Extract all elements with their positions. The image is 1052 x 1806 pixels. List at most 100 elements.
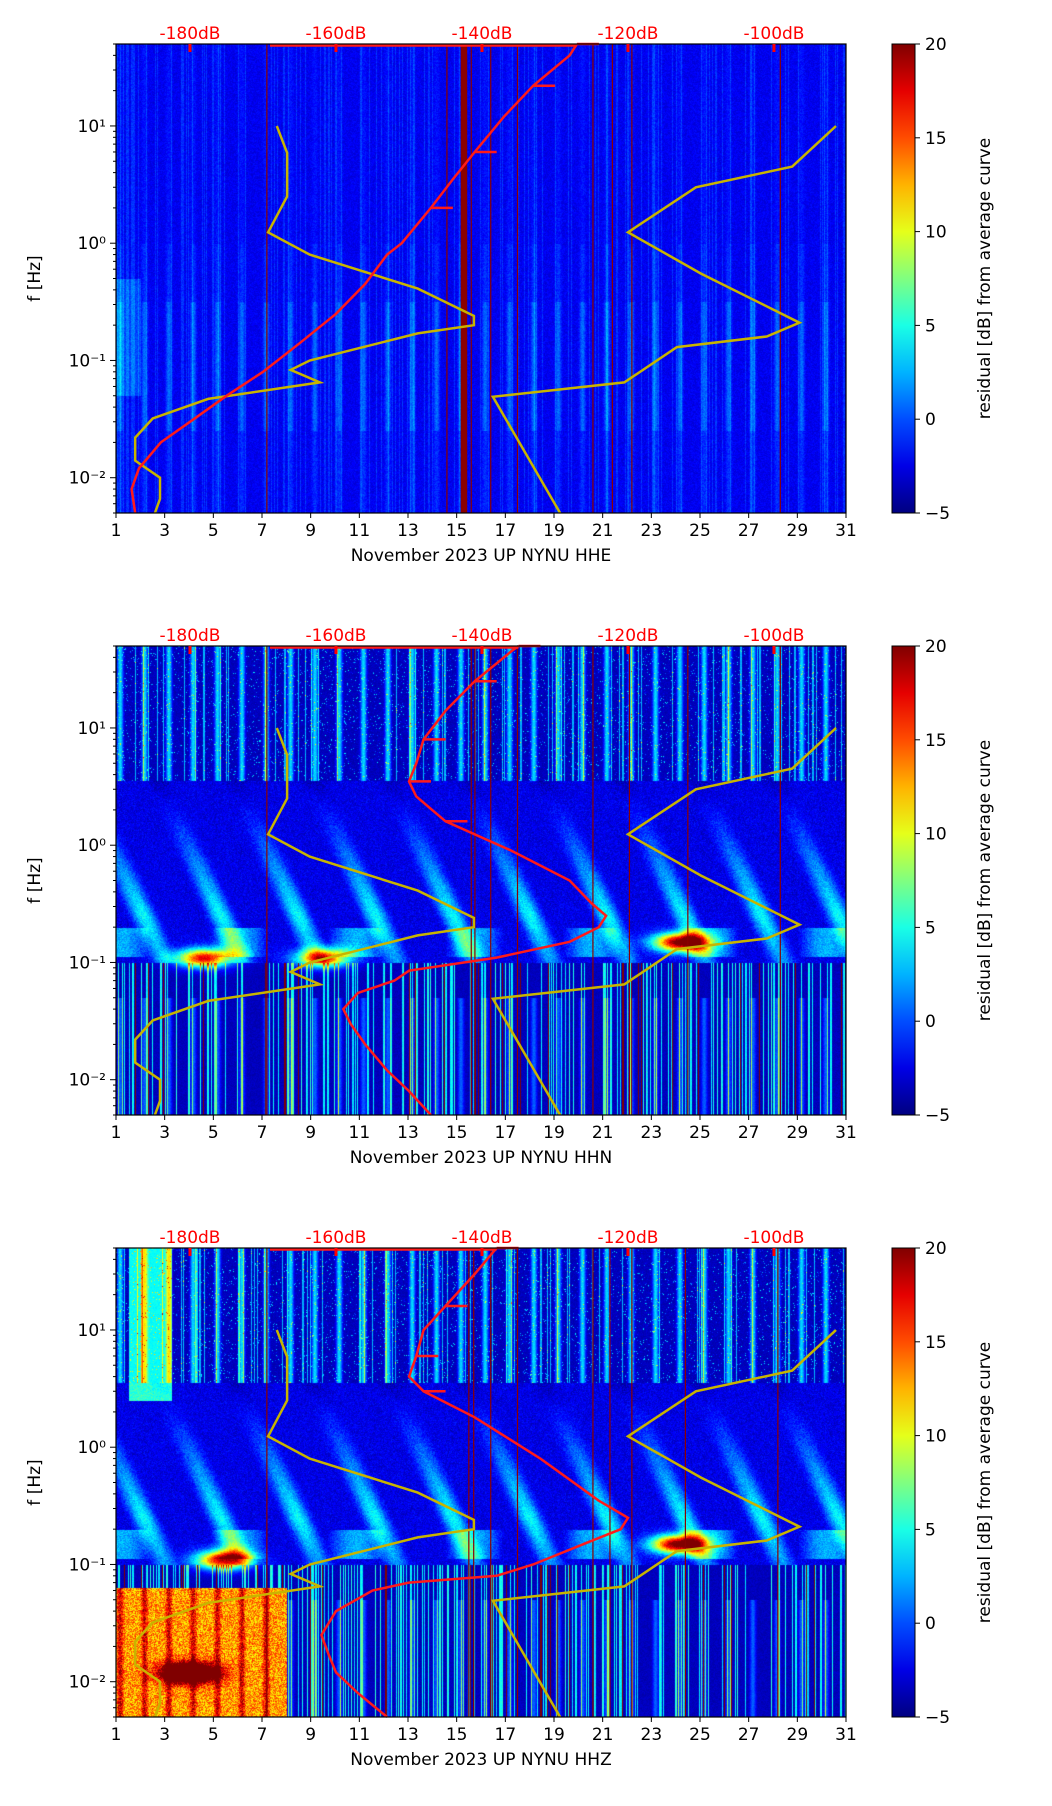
- x-axis-label: November 2023 UP NYNU HHZ: [350, 1750, 611, 1770]
- x-tick-label: 21: [592, 1725, 614, 1745]
- x-tick-label: 9: [305, 1123, 316, 1143]
- db-tick-label: -160dB: [305, 1228, 366, 1248]
- reference-curve-low: [133, 1329, 476, 1718]
- db-tick-label: -120dB: [597, 24, 658, 44]
- x-tick-label: 23: [641, 521, 663, 541]
- x-tick-label: 21: [592, 1123, 614, 1143]
- x-tick-label: 13: [397, 1725, 419, 1745]
- x-tick-label: 13: [397, 521, 419, 541]
- x-tick-label: 3: [159, 521, 170, 541]
- reference-curve-high: [490, 727, 837, 1116]
- x-axis-label: November 2023 UP NYNU HHE: [351, 546, 612, 566]
- x-tick-label: 17: [495, 1725, 517, 1745]
- y-axis-label: f [Hz]: [25, 857, 45, 903]
- x-tick-label: 13: [397, 1123, 419, 1143]
- reference-curve-high: [490, 125, 837, 514]
- x-tick-label: 29: [787, 1725, 809, 1745]
- x-tick-label: 31: [835, 521, 857, 541]
- y-tick-label: 10⁻¹: [69, 953, 106, 973]
- x-tick-label: 29: [787, 521, 809, 541]
- y-tick-label: 10¹: [78, 719, 106, 739]
- colorbar-tick-label: 20: [925, 35, 947, 55]
- x-tick-label: 5: [208, 1123, 219, 1143]
- db-tick-label: -100dB: [743, 24, 804, 44]
- y-tick-label: 10⁰: [78, 234, 107, 254]
- colorbar-tick-label: 5: [925, 1520, 936, 1540]
- db-tick-label: -160dB: [305, 24, 366, 44]
- x-tick-label: 25: [689, 1123, 711, 1143]
- colorbar-label: residual [dB] from average curve: [975, 740, 995, 1021]
- x-tick-label: 15: [446, 1725, 468, 1745]
- x-tick-label: 15: [446, 521, 468, 541]
- colorbar-tick-label: 15: [925, 731, 947, 751]
- reference-curve-low: [133, 125, 476, 514]
- reference-curve-low: [133, 727, 476, 1116]
- x-tick-label: 29: [787, 1123, 809, 1143]
- x-tick-label: 27: [738, 521, 760, 541]
- colorbar-tick-label: 20: [925, 1239, 947, 1259]
- colorbar-tick-label: 20: [925, 637, 947, 657]
- x-tick-label: 5: [208, 521, 219, 541]
- x-tick-label: 9: [305, 1725, 316, 1745]
- x-tick-label: 1: [111, 521, 122, 541]
- db-tick-label: -140dB: [451, 626, 512, 646]
- y-tick-label: 10¹: [78, 117, 106, 137]
- x-tick-label: 9: [305, 521, 316, 541]
- x-tick-label: 27: [738, 1123, 760, 1143]
- colorbar-label: residual [dB] from average curve: [975, 138, 995, 419]
- y-tick-label: 10¹: [78, 1321, 106, 1341]
- y-tick-label: 10⁻¹: [69, 351, 106, 371]
- reference-curve-high: [490, 1329, 837, 1718]
- x-tick-label: 25: [689, 1725, 711, 1745]
- db-tick-label: -180dB: [159, 626, 220, 646]
- colorbar-tick-label: 10: [925, 1427, 947, 1447]
- y-tick-label: 10⁻²: [69, 1071, 106, 1091]
- colorbar-tick-label: −5: [925, 1106, 950, 1126]
- x-tick-label: 3: [159, 1123, 170, 1143]
- db-tick-label: -100dB: [743, 626, 804, 646]
- db-tick-label: -180dB: [159, 1228, 220, 1248]
- x-tick-label: 19: [543, 1725, 565, 1745]
- colorbar: [891, 645, 916, 1116]
- x-tick-label: 11: [349, 521, 371, 541]
- colorbar-label: residual [dB] from average curve: [975, 1342, 995, 1623]
- spectrogram-image-1: [116, 44, 846, 513]
- y-tick-label: 10⁻¹: [69, 1555, 106, 1575]
- x-axis-label: November 2023 UP NYNU HHN: [350, 1148, 613, 1168]
- x-tick-label: 7: [257, 1123, 268, 1143]
- x-tick-label: 1: [111, 1123, 122, 1143]
- x-tick-label: 23: [641, 1123, 663, 1143]
- colorbar-tick-label: 0: [925, 410, 936, 430]
- x-tick-label: 19: [543, 1123, 565, 1143]
- x-tick-label: 31: [835, 1725, 857, 1745]
- plot-frame: [115, 645, 847, 1116]
- db-tick-label: -100dB: [743, 1228, 804, 1248]
- db-tick-label: -120dB: [597, 626, 658, 646]
- spectrogram-image-2: [116, 646, 846, 1115]
- colorbar-tick-label: 0: [925, 1614, 936, 1634]
- y-axis-label: f [Hz]: [25, 1459, 45, 1505]
- y-tick-label: 10⁻²: [69, 469, 106, 489]
- db-tick-label: -120dB: [597, 1228, 658, 1248]
- x-tick-label: 27: [738, 1725, 760, 1745]
- x-tick-label: 31: [835, 1123, 857, 1143]
- colorbar: [891, 43, 916, 514]
- db-tick-label: -180dB: [159, 24, 220, 44]
- x-tick-label: 3: [159, 1725, 170, 1745]
- x-tick-label: 21: [592, 521, 614, 541]
- plot-frame: [115, 43, 847, 514]
- colorbar-tick-label: −5: [925, 1708, 950, 1728]
- x-tick-label: 1: [111, 1725, 122, 1745]
- db-tick-label: -140dB: [451, 24, 512, 44]
- colorbar-tick-label: 5: [925, 316, 936, 336]
- x-tick-label: 15: [446, 1123, 468, 1143]
- y-tick-label: 10⁰: [78, 1438, 107, 1458]
- colorbar-tick-label: −5: [925, 504, 950, 524]
- x-tick-label: 11: [349, 1725, 371, 1745]
- spectrogram-image-3: [116, 1248, 846, 1717]
- average-psd-curve: [130, 43, 578, 514]
- colorbar-tick-label: 10: [925, 825, 947, 845]
